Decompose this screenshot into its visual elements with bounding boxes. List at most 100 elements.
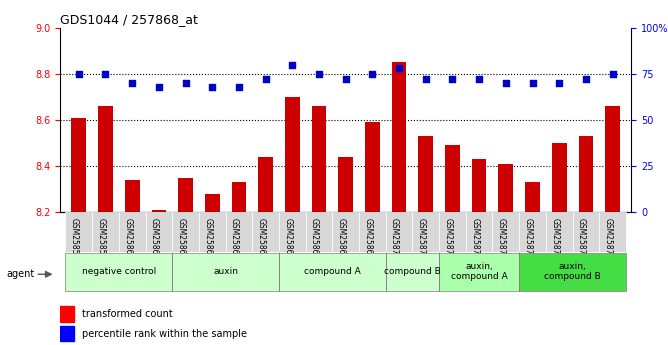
Text: GSM25873: GSM25873 — [470, 218, 479, 259]
FancyBboxPatch shape — [439, 253, 519, 291]
Bar — [578, 136, 593, 212]
Text: GSM25863: GSM25863 — [203, 218, 212, 259]
FancyBboxPatch shape — [253, 212, 279, 252]
Text: GSM25864: GSM25864 — [230, 218, 239, 259]
Bar — [525, 182, 540, 212]
FancyBboxPatch shape — [65, 253, 172, 291]
Bar — [552, 143, 566, 212]
Point — [607, 71, 618, 77]
Text: GSM25877: GSM25877 — [577, 218, 586, 259]
Bar — [232, 182, 246, 212]
Text: GSM25869: GSM25869 — [363, 218, 372, 259]
FancyBboxPatch shape — [65, 212, 92, 252]
Point — [393, 66, 404, 71]
Point — [527, 80, 538, 86]
Point — [287, 62, 298, 67]
FancyBboxPatch shape — [359, 212, 385, 252]
Text: GSM25868: GSM25868 — [337, 218, 346, 259]
Point — [341, 77, 351, 82]
Bar — [205, 194, 220, 212]
FancyBboxPatch shape — [306, 212, 333, 252]
Bar — [605, 106, 620, 212]
FancyBboxPatch shape — [199, 212, 226, 252]
FancyBboxPatch shape — [279, 253, 385, 291]
Text: GSM25870: GSM25870 — [390, 218, 399, 259]
Point — [100, 71, 111, 77]
Text: GSM25866: GSM25866 — [283, 218, 293, 259]
Text: transformed count: transformed count — [81, 309, 172, 318]
Text: auxin: auxin — [213, 267, 238, 276]
FancyBboxPatch shape — [279, 212, 306, 252]
Bar — [285, 97, 300, 212]
Text: GSM25874: GSM25874 — [497, 218, 506, 259]
Text: GDS1044 / 257868_at: GDS1044 / 257868_at — [60, 13, 198, 27]
Point — [474, 77, 484, 82]
FancyBboxPatch shape — [439, 212, 466, 252]
Bar — [259, 157, 273, 212]
Point — [420, 77, 431, 82]
Text: agent: agent — [7, 269, 35, 279]
Text: GSM25872: GSM25872 — [444, 218, 452, 259]
Point — [261, 77, 271, 82]
Text: GSM25878: GSM25878 — [604, 218, 613, 259]
FancyBboxPatch shape — [172, 212, 199, 252]
Bar — [339, 157, 353, 212]
Text: auxin,
compound B: auxin, compound B — [544, 262, 601, 282]
Text: auxin,
compound A: auxin, compound A — [451, 262, 508, 282]
Text: GSM25875: GSM25875 — [524, 218, 532, 259]
Point — [234, 84, 244, 89]
Text: GSM25865: GSM25865 — [257, 218, 266, 259]
FancyBboxPatch shape — [119, 212, 146, 252]
Text: GSM25859: GSM25859 — [96, 218, 106, 259]
Text: GSM25867: GSM25867 — [310, 218, 319, 259]
Bar — [178, 178, 193, 212]
Point — [207, 84, 218, 89]
Bar — [60, 326, 74, 342]
Text: GSM25862: GSM25862 — [176, 218, 186, 259]
Text: percentile rank within the sample: percentile rank within the sample — [81, 329, 246, 339]
Text: GSM25861: GSM25861 — [150, 218, 159, 259]
Point — [554, 80, 564, 86]
Point — [580, 77, 591, 82]
Text: negative control: negative control — [81, 267, 156, 276]
FancyBboxPatch shape — [412, 212, 439, 252]
FancyBboxPatch shape — [333, 212, 359, 252]
Text: GSM25860: GSM25860 — [123, 218, 132, 259]
FancyBboxPatch shape — [519, 253, 626, 291]
Bar — [152, 210, 166, 212]
FancyBboxPatch shape — [599, 212, 626, 252]
FancyBboxPatch shape — [519, 212, 546, 252]
FancyBboxPatch shape — [172, 253, 279, 291]
Point — [367, 71, 377, 77]
Text: compound B: compound B — [384, 267, 441, 276]
FancyBboxPatch shape — [226, 212, 253, 252]
Point — [73, 71, 84, 77]
FancyBboxPatch shape — [385, 253, 439, 291]
Point — [180, 80, 191, 86]
FancyBboxPatch shape — [385, 212, 412, 252]
Bar — [418, 136, 433, 212]
Text: compound A: compound A — [304, 267, 361, 276]
Bar — [60, 306, 74, 322]
Point — [447, 77, 458, 82]
Bar — [498, 164, 513, 212]
FancyBboxPatch shape — [572, 212, 599, 252]
Point — [127, 80, 138, 86]
FancyBboxPatch shape — [492, 212, 519, 252]
FancyBboxPatch shape — [92, 212, 119, 252]
Text: GSM25858: GSM25858 — [69, 218, 79, 259]
Bar — [98, 106, 113, 212]
Point — [314, 71, 325, 77]
Text: GSM25871: GSM25871 — [417, 218, 426, 259]
Bar — [71, 118, 86, 212]
FancyBboxPatch shape — [466, 212, 492, 252]
FancyBboxPatch shape — [146, 212, 172, 252]
Point — [154, 84, 164, 89]
Point — [500, 80, 511, 86]
Bar — [391, 62, 406, 212]
Text: GSM25876: GSM25876 — [550, 218, 559, 259]
Bar — [365, 122, 379, 212]
Bar — [312, 106, 327, 212]
Bar — [125, 180, 140, 212]
Bar — [445, 145, 460, 212]
